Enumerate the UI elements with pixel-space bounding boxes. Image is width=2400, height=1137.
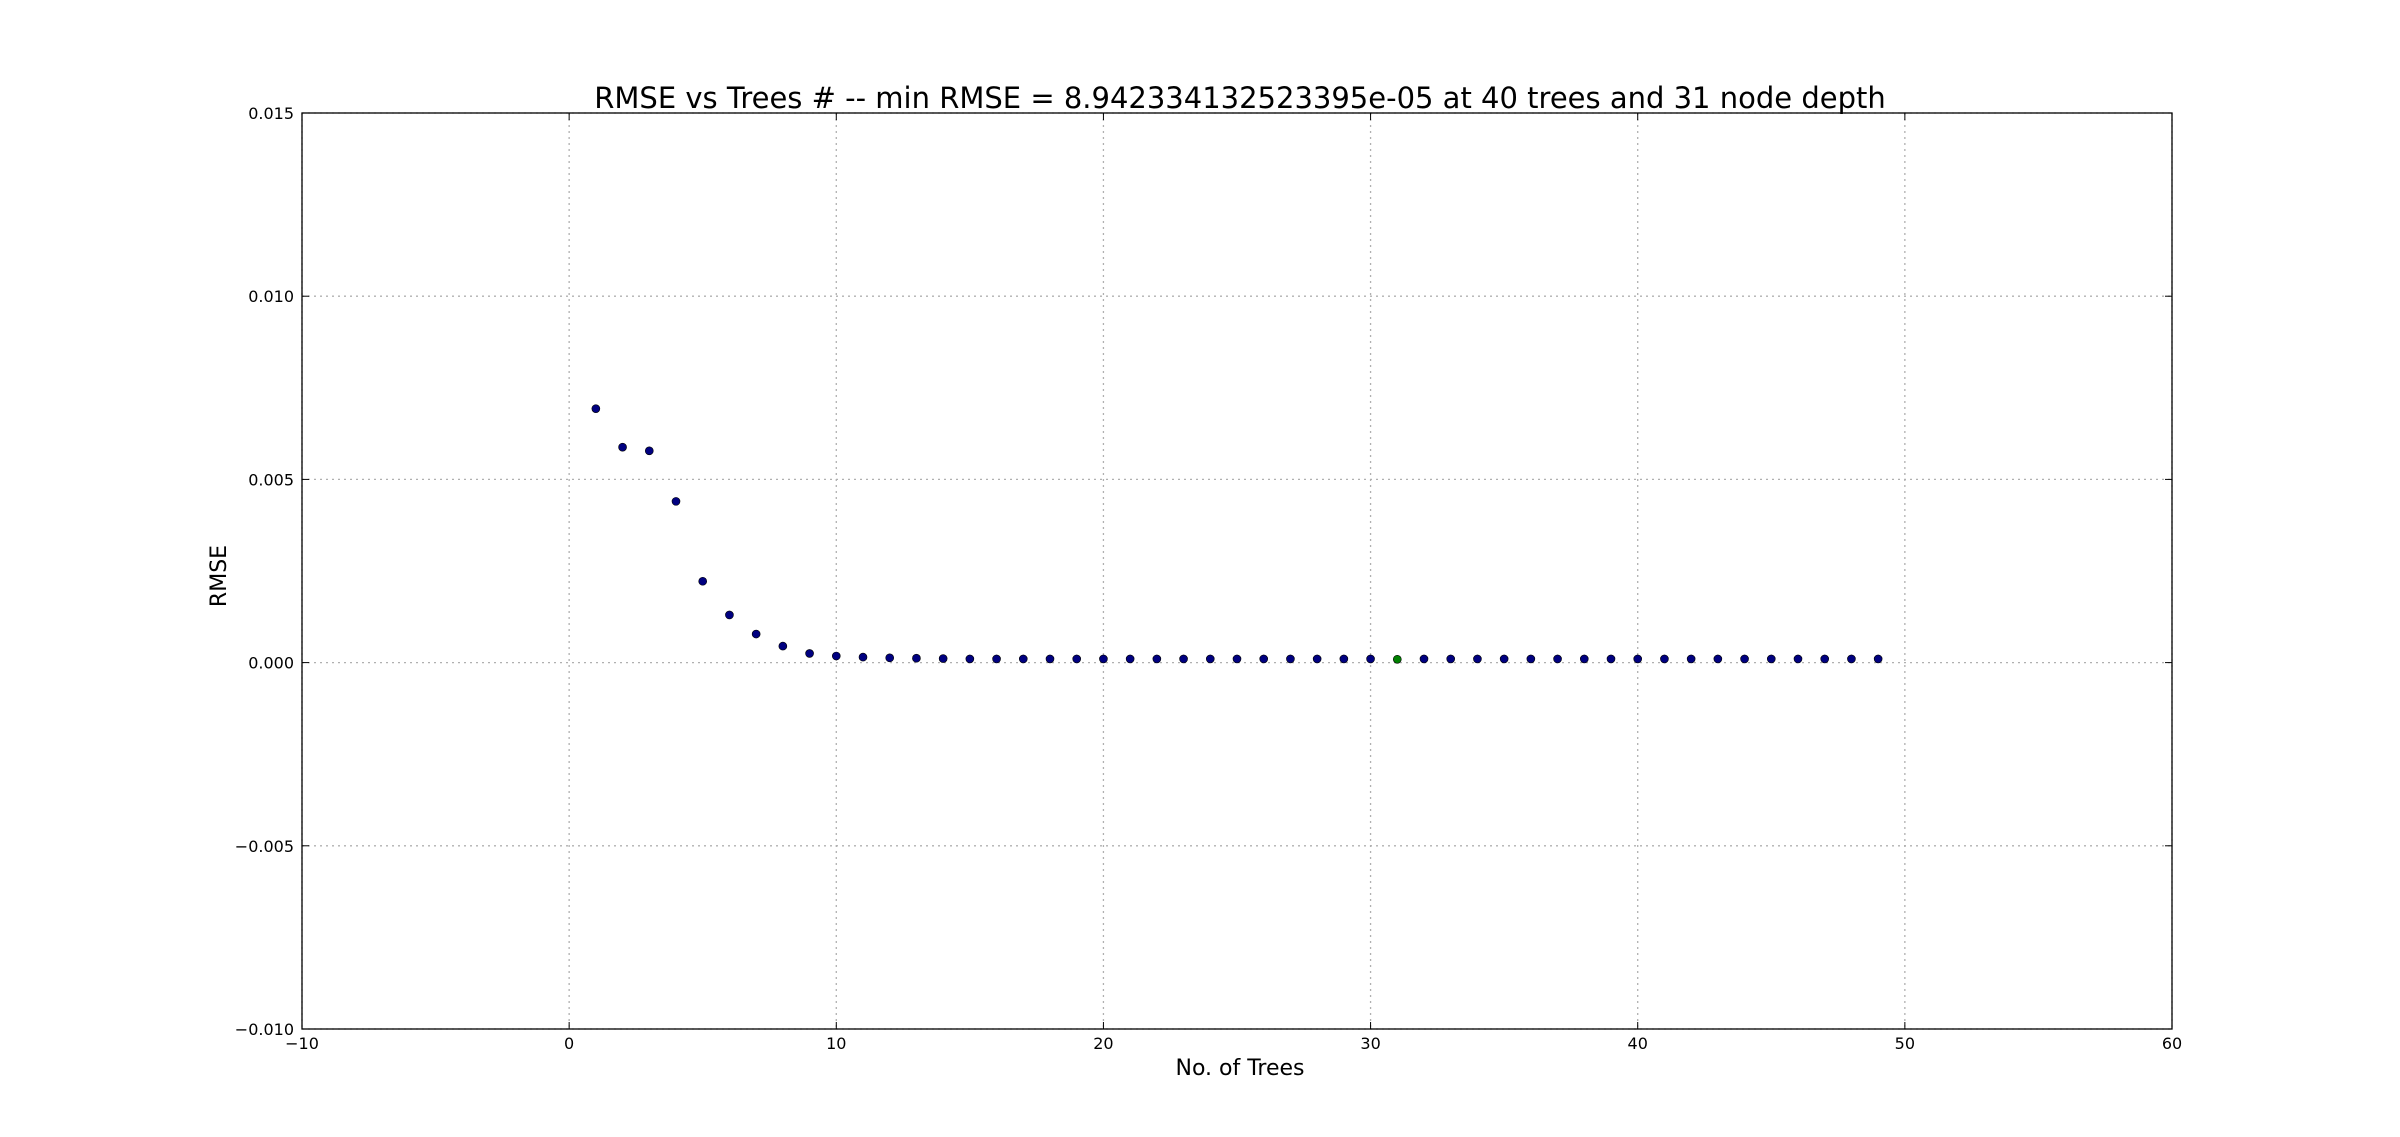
data-point xyxy=(1553,654,1562,664)
data-point xyxy=(992,654,1001,664)
data-point xyxy=(1099,654,1108,664)
data-point xyxy=(965,654,975,664)
data-point xyxy=(1499,654,1509,664)
data-point xyxy=(644,446,654,456)
data-point xyxy=(1018,654,1028,664)
data-point xyxy=(1339,654,1349,664)
data-point xyxy=(1820,654,1830,664)
data-point xyxy=(1633,654,1643,664)
x-tick-label: 60 xyxy=(2162,1034,2182,1053)
data-point xyxy=(1606,654,1616,664)
x-tick-label: 30 xyxy=(1360,1034,1380,1053)
x-tick-label: 0 xyxy=(564,1034,574,1053)
y-tick-label: −0.010 xyxy=(235,1020,294,1039)
data-point xyxy=(1286,654,1295,664)
data-point xyxy=(1259,654,1269,664)
data-point xyxy=(831,651,841,661)
data-point xyxy=(1152,654,1162,664)
data-point xyxy=(1232,654,1242,664)
y-axis-label: RMSE xyxy=(207,545,232,607)
data-point xyxy=(618,442,627,452)
data-point xyxy=(778,641,788,651)
data-point xyxy=(1366,654,1375,664)
data-point xyxy=(591,404,601,413)
data-point xyxy=(698,576,708,586)
y-tick-label: 0.005 xyxy=(248,470,294,489)
data-point xyxy=(1045,654,1055,664)
data-point xyxy=(1179,654,1188,664)
x-tick-label: 40 xyxy=(1628,1034,1648,1053)
data-point xyxy=(1125,654,1135,664)
x-tick-label: −10 xyxy=(285,1034,319,1053)
x-tick-label: 50 xyxy=(1895,1034,1915,1053)
x-axis-label: No. of Trees xyxy=(1175,1056,1304,1081)
y-tick-label: 0.015 xyxy=(248,104,294,123)
y-tick-label: −0.005 xyxy=(235,837,294,856)
data-point xyxy=(1740,654,1749,664)
y-tick-label: 0.000 xyxy=(248,654,294,673)
data-point xyxy=(1766,654,1776,664)
data-point xyxy=(1526,654,1536,664)
min-rmse-point xyxy=(1392,655,1402,664)
data-point xyxy=(938,654,948,663)
data-point xyxy=(1686,654,1696,664)
data-points xyxy=(591,404,1883,664)
data-point xyxy=(671,497,681,506)
data-point xyxy=(1419,654,1429,664)
data-point xyxy=(1713,654,1723,664)
data-point xyxy=(1205,654,1215,664)
data-point xyxy=(885,653,895,663)
chart-title: RMSE vs Trees # -- min RMSE = 8.94233413… xyxy=(594,81,1885,115)
y-tick-label: 0.010 xyxy=(248,287,294,306)
data-point xyxy=(1847,654,1856,664)
data-point xyxy=(1873,654,1883,664)
grid-lines xyxy=(301,112,2173,1030)
data-point xyxy=(805,649,814,658)
data-point xyxy=(1579,654,1589,664)
x-tick-label: 10 xyxy=(826,1034,846,1053)
data-point xyxy=(1473,654,1482,664)
data-point xyxy=(1660,654,1669,664)
data-point xyxy=(1793,654,1803,664)
data-point xyxy=(912,653,921,663)
data-point xyxy=(1312,654,1322,664)
x-tick-label: 20 xyxy=(1093,1034,1113,1053)
data-point xyxy=(1446,654,1456,664)
data-point xyxy=(1072,654,1082,664)
data-point xyxy=(725,610,734,620)
axis-ticks: −10 0 10 20 30 40 50 60 −0.010 −0.005 0.000 0.005 0.… xyxy=(235,104,2182,1053)
plot-frame xyxy=(301,112,2173,1030)
data-point xyxy=(858,652,868,662)
data-point xyxy=(751,629,761,639)
